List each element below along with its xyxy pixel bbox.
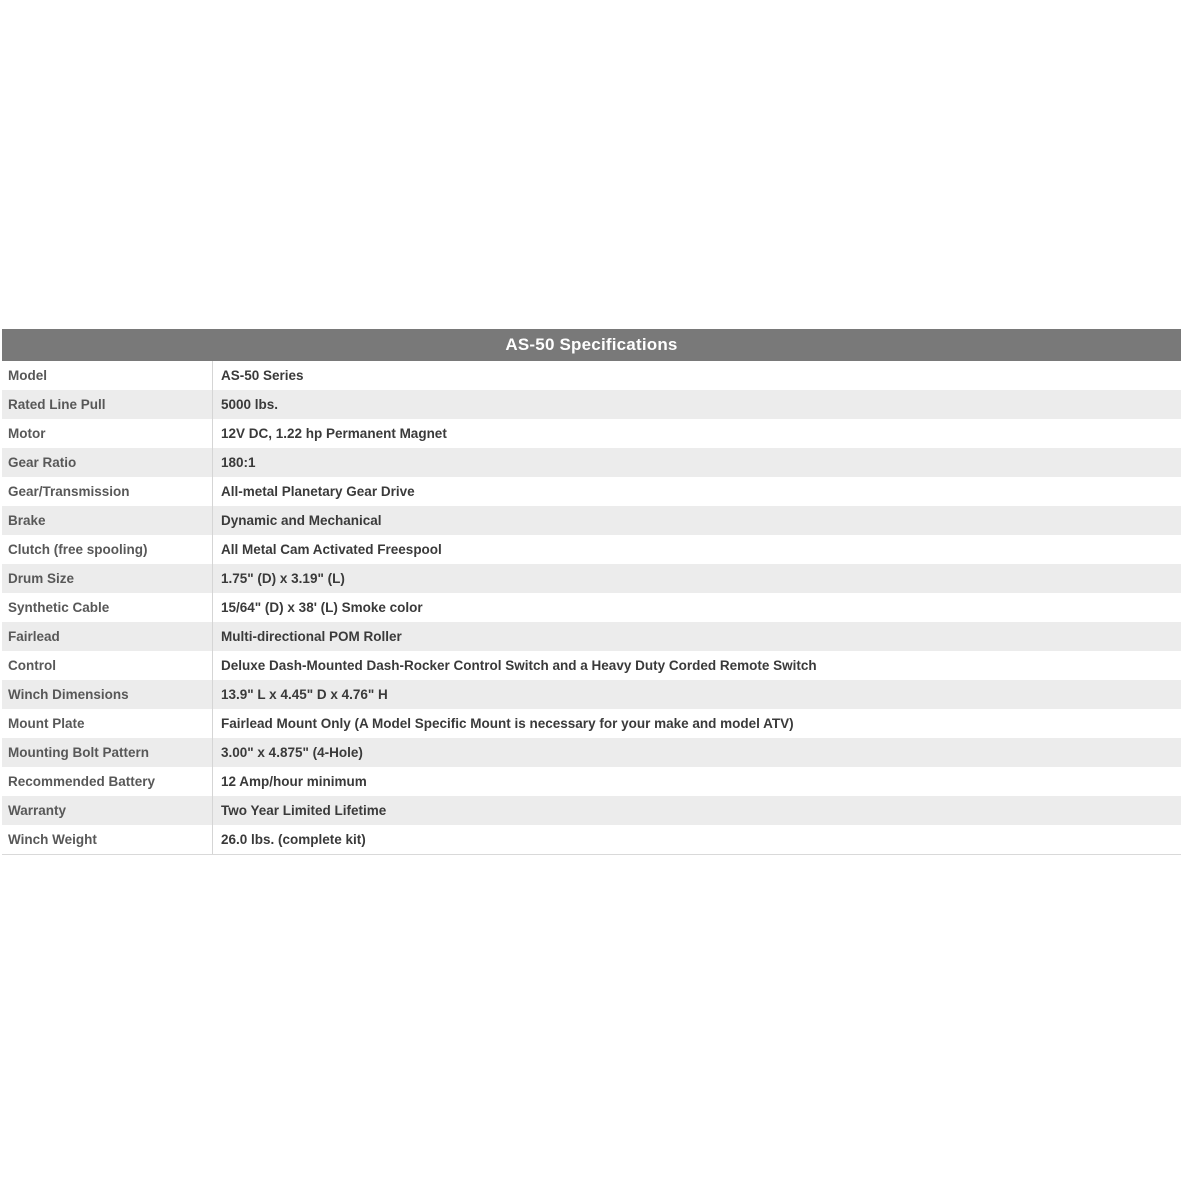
spec-label: Clutch (free spooling) xyxy=(2,535,213,564)
spec-label: Recommended Battery xyxy=(2,767,213,796)
spec-value: 12 Amp/hour minimum xyxy=(221,774,367,789)
table-row: Gear/Transmission All-metal Planetary Gea… xyxy=(2,477,1181,506)
spec-label: Fairlead xyxy=(2,622,213,651)
spec-rows: Model AS-50 Series Rated Line Pull 5000 lbs… xyxy=(2,361,1181,854)
table-title: AS-50 Specifications xyxy=(2,329,1181,361)
spec-value: 26.0 lbs. (complete kit) xyxy=(221,832,366,847)
spec-label: Synthetic Cable xyxy=(2,593,213,622)
spec-label: Motor xyxy=(2,419,213,448)
spec-value: 1.75" (D) x 3.19" (L) xyxy=(221,571,345,586)
spec-label: Model xyxy=(2,361,213,390)
spec-label: Gear/Transmission xyxy=(2,477,213,506)
spec-value: Multi-directional POM Roller xyxy=(221,629,402,644)
table-row: Synthetic Cable 15/64" (D) x 38' (L) Smok… xyxy=(2,593,1181,622)
table-row: Rated Line Pull 5000 lbs. xyxy=(2,390,1181,419)
spec-value: 12V DC, 1.22 hp Permanent Magnet xyxy=(221,426,447,441)
spec-label: Winch Dimensions xyxy=(2,680,213,709)
table-row: Recommended Battery 12 Amp/hour minimum xyxy=(2,767,1181,796)
spec-label: Mount Plate xyxy=(2,709,213,738)
table-row: Fairlead Multi-directional POM Roller xyxy=(2,622,1181,651)
spec-value: All Metal Cam Activated Freespool xyxy=(221,542,442,557)
table-row: Clutch (free spooling) All Metal Cam Acti… xyxy=(2,535,1181,564)
table-row: Control Deluxe Dash-Mounted Dash-Rocker C… xyxy=(2,651,1181,680)
table-row: Model AS-50 Series xyxy=(2,361,1181,390)
spec-label: Warranty xyxy=(2,796,213,825)
spec-label: Gear Ratio xyxy=(2,448,213,477)
spec-value: 180:1 xyxy=(221,455,256,470)
spec-value: 3.00" x 4.875" (4-Hole) xyxy=(221,745,363,760)
spec-label: Winch Weight xyxy=(2,825,213,854)
spec-value: Two Year Limited Lifetime xyxy=(221,803,387,818)
table-row: Mounting Bolt Pattern 3.00" x 4.875" (4-H… xyxy=(2,738,1181,767)
spec-label: Mounting Bolt Pattern xyxy=(2,738,213,767)
spec-value: 15/64" (D) x 38' (L) Smoke color xyxy=(221,600,423,615)
spec-value: Dynamic and Mechanical xyxy=(221,513,382,528)
spec-label: Drum Size xyxy=(2,564,213,593)
spec-label: Brake xyxy=(2,506,213,535)
spec-label: Rated Line Pull xyxy=(2,390,213,419)
spec-value: AS-50 Series xyxy=(221,368,304,383)
table-row: Winch Weight 26.0 lbs. (complete kit) xyxy=(2,825,1181,854)
table-row: Warranty Two Year Limited Lifetime xyxy=(2,796,1181,825)
table-row: Gear Ratio 180:1 xyxy=(2,448,1181,477)
table-row: Mount Plate Fairlead Mount Only (A Model … xyxy=(2,709,1181,738)
specifications-table: AS-50 Specifications Model AS-50 Series Ra… xyxy=(2,329,1181,855)
table-row: Winch Dimensions 13.9" L x 4.45" D x 4.76… xyxy=(2,680,1181,709)
table-row: Drum Size 1.75" (D) x 3.19" (L) xyxy=(2,564,1181,593)
table-row: Motor 12V DC, 1.22 hp Permanent Magnet xyxy=(2,419,1181,448)
spec-label: Control xyxy=(2,651,213,680)
spec-value: Deluxe Dash-Mounted Dash-Rocker Control … xyxy=(221,658,817,673)
spec-value: 5000 lbs. xyxy=(221,397,279,412)
spec-value: Fairlead Mount Only (A Model Specific Mo… xyxy=(221,716,794,731)
spec-value: 13.9" L x 4.45" D x 4.76" H xyxy=(221,687,388,702)
table-row: Brake Dynamic and Mechanical xyxy=(2,506,1181,535)
spec-value: All-metal Planetary Gear Drive xyxy=(221,484,415,499)
